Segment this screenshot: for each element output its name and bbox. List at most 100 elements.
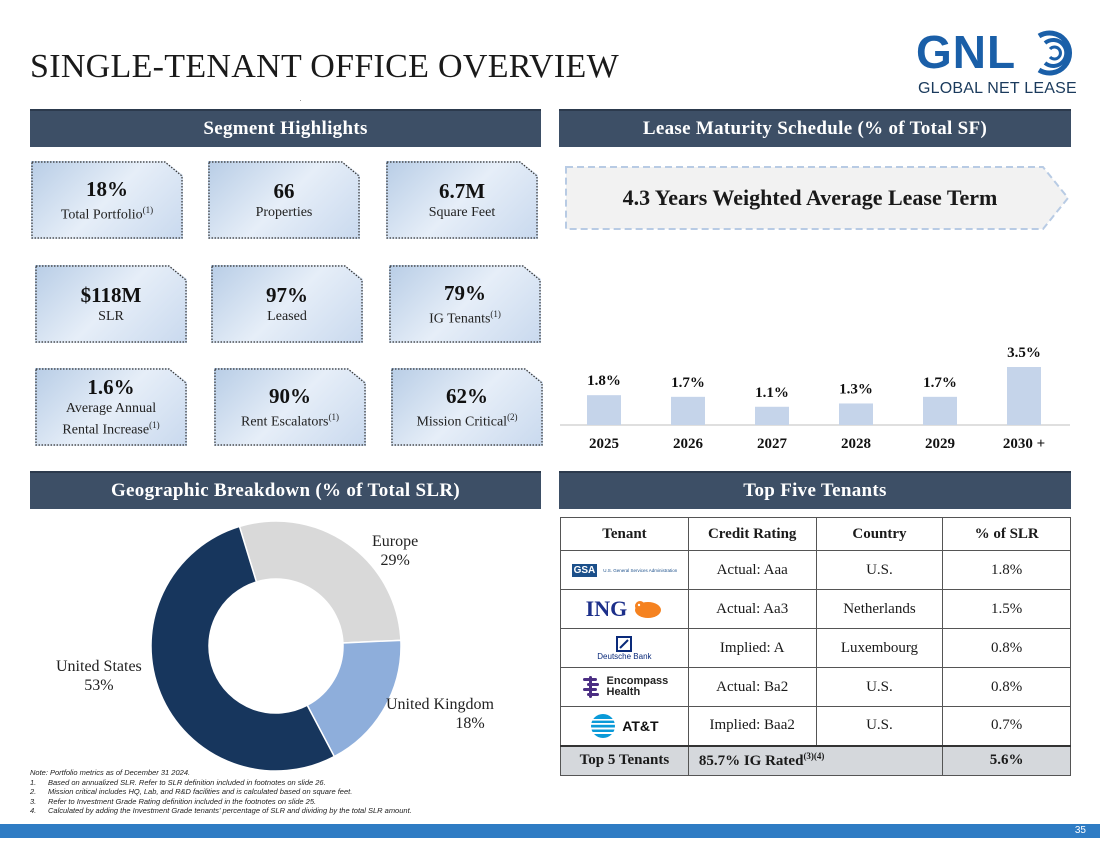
chart-bar: [923, 396, 957, 425]
chart-category-label: 2026: [673, 436, 704, 452]
credit-rating: Actual: Ba2: [687, 667, 817, 707]
footnote-item: 4. Calculated by adding the Investment Gr…: [30, 806, 412, 815]
footer-bar: [0, 824, 1100, 838]
tile-label: Mission Critical(2): [416, 411, 518, 430]
tenant-logo-ing: ING: [560, 589, 689, 629]
tile-value: 90%: [269, 383, 311, 408]
tenant-logo-deutsche-bank: Deutsche Bank: [560, 628, 689, 668]
pct-slr: 0.8%: [942, 628, 1071, 668]
total-label: Top 5 Tenants: [560, 744, 689, 776]
deutsche-bank-logo-text: Deutsche Bank: [597, 651, 652, 661]
pct-slr: 0.7%: [942, 706, 1071, 746]
footnotes: Note: Portfolio metrics as of December 3…: [30, 768, 412, 816]
chart-category-label: 2030 +: [1003, 436, 1045, 452]
tile-label: Rent Escalators(1): [241, 411, 339, 430]
tile-leased: 97% Leased: [211, 265, 363, 343]
geographic-donut-chart: [150, 520, 402, 772]
geographic-breakdown-header: Geographic Breakdown (% of Total SLR): [30, 471, 541, 509]
chart-data-label: 1.3%: [839, 381, 873, 397]
tile-square-feet: 6.7M Square Feet: [386, 161, 538, 239]
att-logo-text: AT&T: [622, 717, 659, 734]
chart-data-label: 1.1%: [755, 385, 789, 401]
country: U.S.: [815, 706, 944, 746]
table-header-row: Tenant Credit Rating Country % of SLR: [560, 517, 1071, 551]
gsa-logo-icon: GSA: [571, 563, 598, 577]
segment-highlights-header: Segment Highlights: [30, 109, 541, 147]
tile-total-portfolio: 18% Total Portfolio(1): [31, 161, 183, 239]
footnote-item: 3. Refer to Investment Grade Rating defin…: [30, 796, 317, 806]
gnl-logo: GNL GLOBAL NET LEASE: [916, 28, 1077, 102]
wale-text: 4.3 Years Weighted Average Lease Term: [622, 185, 998, 210]
chart-bar: [755, 406, 789, 425]
col-header-pct-slr: % of SLR: [942, 517, 1071, 551]
lion-icon: [635, 601, 662, 618]
top-tenants-header: Top Five Tenants: [559, 471, 1071, 509]
pct-slr: 0.8%: [942, 667, 1071, 707]
credit-rating: Actual: Aaa: [687, 550, 817, 590]
chart-data-label: 1.7%: [923, 375, 957, 391]
tile-slr: $118M SLR: [35, 265, 187, 343]
tenant-logo-encompass-health: Encompass Health: [560, 667, 689, 707]
encompass-icon: [582, 676, 599, 698]
encompass-logo-text: Encompass: [606, 675, 669, 687]
country: Luxembourg: [815, 628, 944, 668]
tile-properties: 66 Properties: [208, 161, 360, 239]
chart-data-label: 1.7%: [671, 375, 705, 391]
lease-maturity-chart: 1.8% 2025 1.7% 2026 1.1% 2027 1.3% 2028 1.7% 2029…: [560, 345, 1070, 452]
pct-slr: 1.5%: [942, 589, 1071, 629]
tile-value: 6.7M: [438, 179, 486, 203]
country: Netherlands: [815, 589, 944, 629]
tile-value: 97%: [266, 283, 308, 307]
tile-value: 1.6%: [87, 375, 135, 400]
tile-value: $118M: [80, 283, 142, 307]
lease-maturity-header: Lease Maturity Schedule (% of Total SF): [559, 109, 1071, 147]
stray-dot: [300, 100, 301, 101]
country: U.S.: [815, 667, 944, 707]
table-row: GSA U.S. General Services Administration…: [560, 550, 1071, 590]
col-header-tenant: Tenant: [560, 517, 689, 551]
swirl-icon: [1037, 30, 1072, 76]
table-row: Encompass Health Actual: Ba2 U.S. 0.8%: [560, 667, 1071, 707]
footnote-intro: Note: Portfolio metrics as of December 3…: [30, 768, 191, 777]
total-pct-slr: 5.6%: [942, 744, 1071, 776]
gsa-logo-subtext: U.S. General Services Administration: [603, 567, 678, 573]
tile-label: IG Tenants(1): [429, 308, 501, 327]
tile-value: 79%: [444, 280, 486, 305]
geo-label-europe: Europe 29%: [372, 533, 419, 569]
chart-category-label: 2025: [589, 436, 619, 452]
col-header-credit-rating: Credit Rating: [687, 517, 817, 551]
table-row: Deutsche Bank Implied: A Luxembourg 0.8%: [560, 628, 1071, 668]
tile-label: SLR: [98, 309, 124, 324]
donut-slice-europe: [238, 520, 402, 644]
top-tenants-table: Tenant Credit Rating Country % of SLR GS…: [560, 517, 1071, 776]
tile-label-line1: Average Annual: [65, 401, 157, 417]
chart-bar: [587, 395, 621, 425]
tile-mission-critical: 62% Mission Critical(2): [391, 368, 543, 446]
page-title: SINGLE-TENANT OFFICE OVERVIEW: [30, 48, 619, 85]
logo-subtitle: GLOBAL NET LEASE: [918, 80, 1077, 97]
geo-label-united-states: United States 53%: [56, 658, 142, 694]
tile-value: 66: [273, 179, 295, 203]
tile-label: Square Feet: [428, 205, 496, 220]
tile-rent-escalators: 90% Rent Escalators(1): [214, 368, 366, 446]
att-globe-icon: [591, 713, 616, 738]
tile-label: Leased: [267, 309, 307, 324]
table-row: AT&T Implied: Baa2 U.S. 0.7%: [560, 706, 1071, 746]
tenant-logo-att: AT&T: [560, 706, 689, 746]
footnote-item: 2. Mission critical includes HQ, Lab, and…: [30, 787, 353, 796]
tile-label: Total Portfolio(1): [60, 204, 154, 223]
table-row: ING Actual: Aa3 Netherlands 1.5%: [560, 589, 1071, 629]
total-ig-rated: 85.7% IG Rated(3)(4): [687, 744, 944, 776]
col-header-country: Country: [815, 517, 944, 551]
wale-chevron: [565, 166, 1070, 230]
footnote-item: 1. Based on annualized SLR. Refer to SLR …: [30, 777, 326, 787]
tile-ig-tenants: 79% IG Tenants(1): [389, 265, 541, 343]
deutsche-bank-slash-icon: [616, 635, 633, 652]
tile-average-annual-rental-increase: 1.6% Average Annual Rental Increase(1): [35, 368, 187, 446]
chart-data-label: 3.5%: [1007, 345, 1041, 361]
credit-rating: Implied: A: [687, 628, 817, 668]
tenant-logo-gsa: GSA U.S. General Services Administration: [560, 550, 689, 590]
table-total-row: Top 5 Tenants 85.7% IG Rated(3)(4) 5.6%: [560, 744, 1071, 776]
pct-slr: 1.8%: [942, 550, 1071, 590]
tile-value: 18%: [86, 176, 128, 201]
